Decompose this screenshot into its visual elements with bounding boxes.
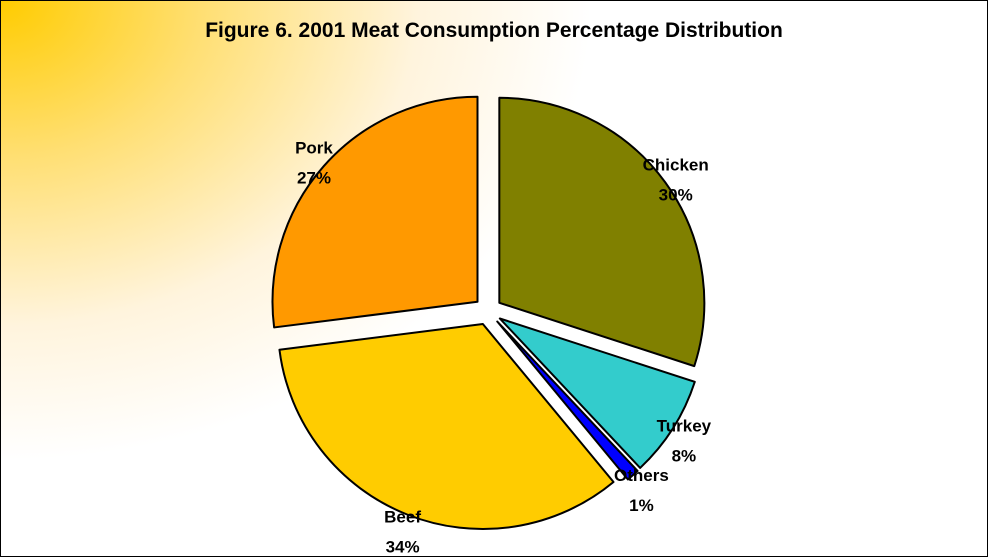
slice-label-others: Others 1%	[614, 466, 669, 515]
slice-label-beef: Beef 34%	[384, 508, 421, 556]
slice-label-name: Others	[614, 466, 669, 485]
slice-label-percent: 30%	[659, 186, 693, 205]
slice-label-name: Chicken	[643, 156, 709, 175]
slice-label-pork: Pork 27%	[295, 139, 333, 188]
pie-slice-pork	[271, 95, 479, 329]
slice-label-percent: 1%	[629, 496, 654, 515]
chart-title: Figure 6. 2001 Meat Consumption Percenta…	[205, 19, 783, 42]
slice-label-chicken: Chicken 30%	[643, 156, 709, 205]
slice-label-name: Pork	[295, 139, 333, 158]
pie-slice-others	[496, 320, 639, 481]
pie-slice-beef	[278, 323, 615, 531]
pie-slice-chicken	[498, 96, 706, 368]
slice-label-name: Turkey	[657, 416, 712, 435]
slice-label-percent: 34%	[386, 538, 420, 556]
slice-label-name: Beef	[384, 508, 421, 527]
slice-label-percent: 27%	[297, 169, 331, 188]
pie-slice-turkey	[498, 317, 696, 469]
slice-label-turkey: Turkey 8%	[657, 416, 712, 465]
slice-label-percent: 8%	[672, 446, 697, 465]
